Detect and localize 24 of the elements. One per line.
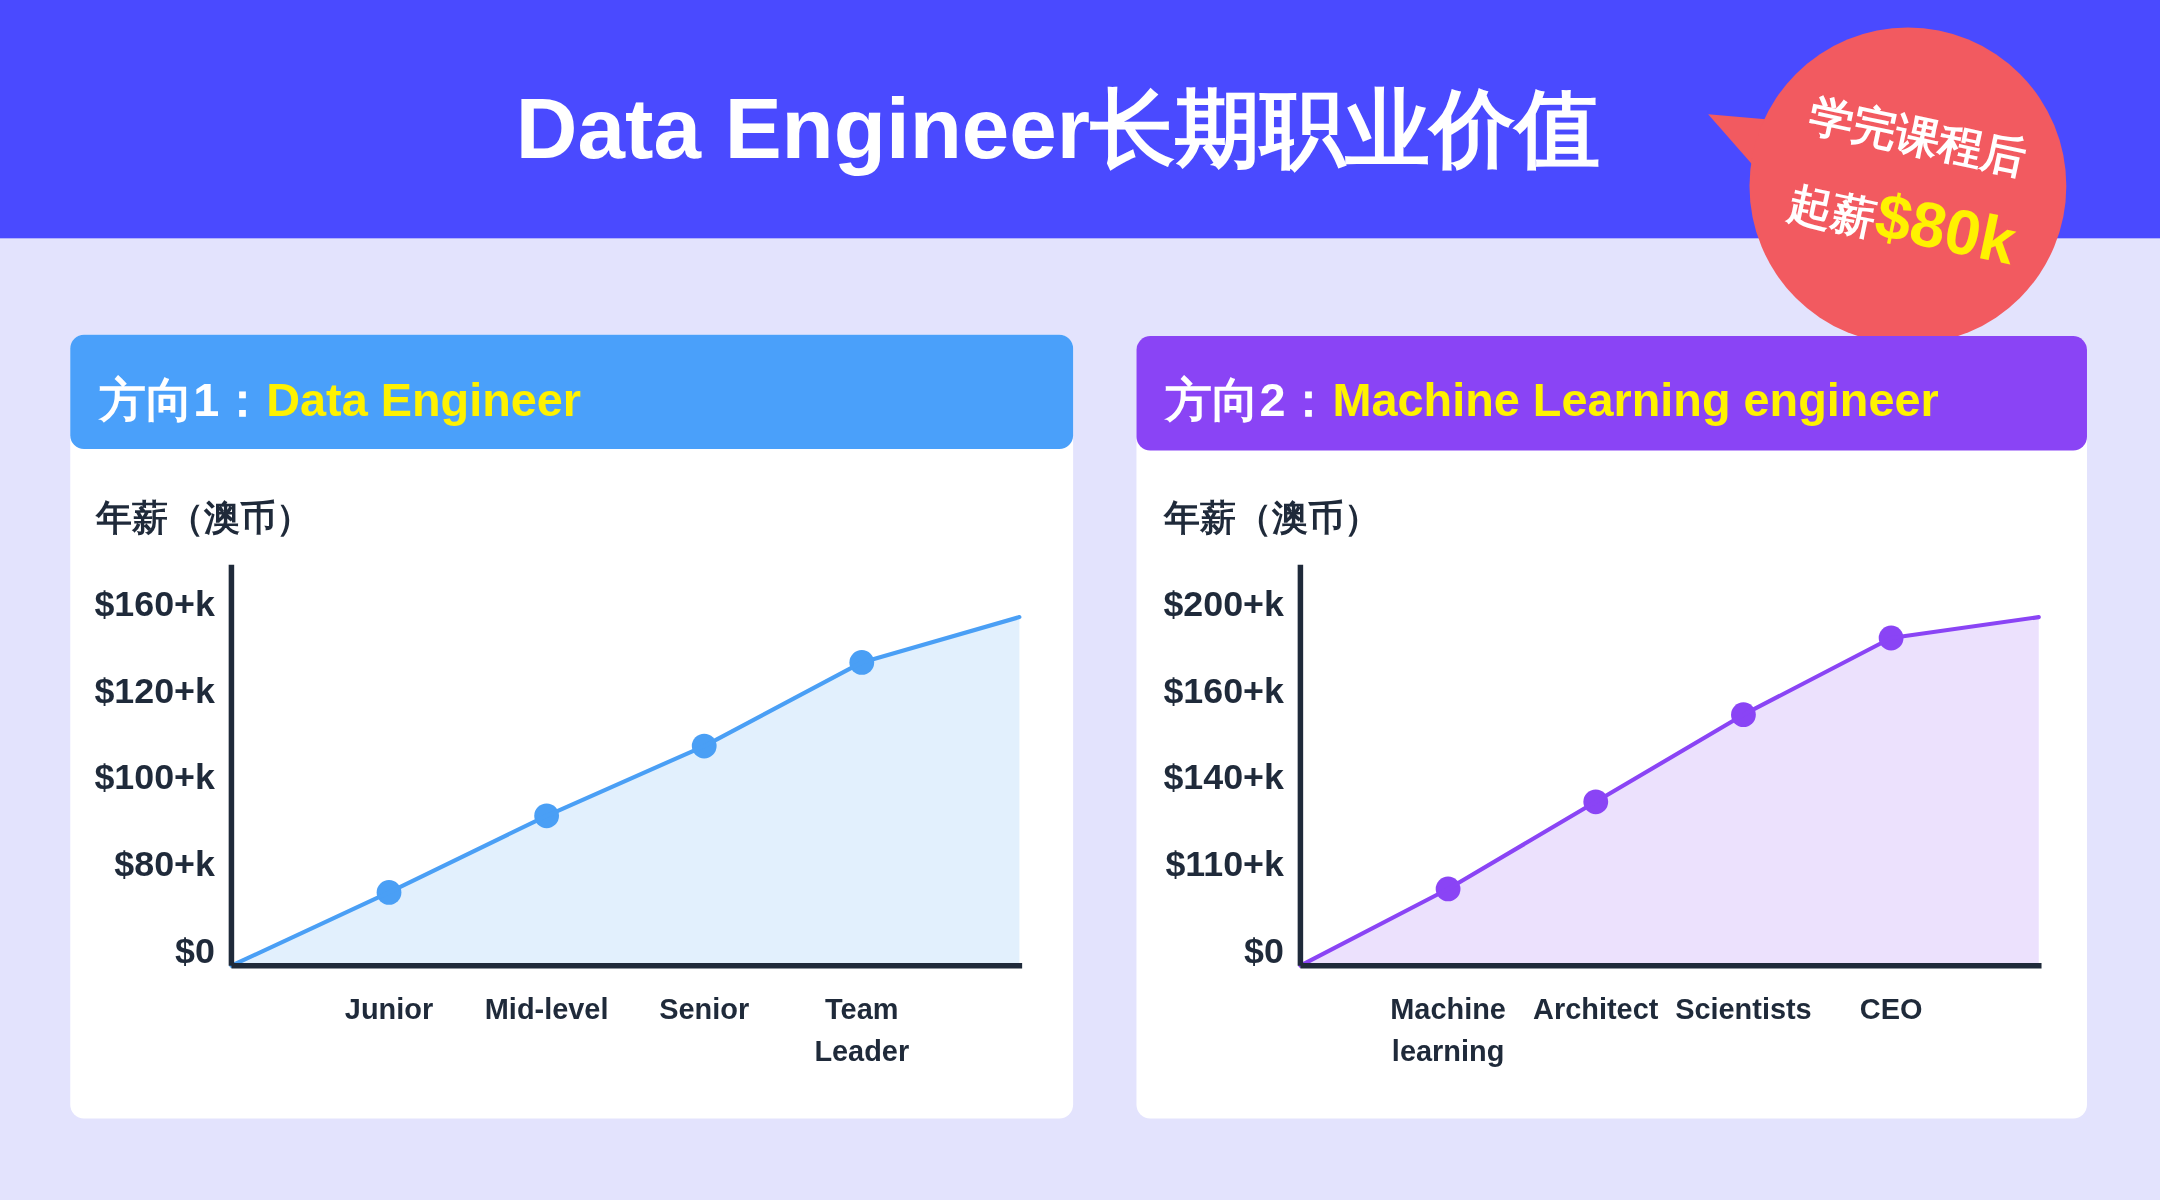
- x-tick-label: Junior: [344, 993, 434, 1026]
- x-tick-label: Scientists: [1675, 993, 1812, 1026]
- x-tick-label: Architect: [1533, 993, 1659, 1026]
- text: 学完课程后: [1805, 89, 2031, 184]
- x-tick-label: Mid-level: [484, 993, 609, 1026]
- y-axis-title: 年薪（澳币）: [95, 498, 313, 539]
- chart-title: 方向1：Data Engineer: [98, 374, 582, 427]
- text: Data Engineer长期职业价值: [515, 81, 1601, 177]
- x-tick-label: Machine learning: [1390, 993, 1506, 1067]
- text: $0: [1244, 930, 1284, 971]
- text: $160+k: [94, 583, 215, 624]
- chart-title: 方向2：Machine Learning engineer: [1164, 374, 1939, 427]
- y-axis-title: 年薪（澳币）: [1163, 498, 1381, 539]
- text: $120+k: [94, 670, 215, 711]
- text: $0: [175, 930, 215, 971]
- text: $110+k: [1165, 844, 1284, 885]
- x-tick-label: Team Leader: [814, 993, 910, 1067]
- text: $140+k: [1163, 757, 1284, 798]
- text: $160+k: [1163, 670, 1284, 711]
- text: $100+k: [94, 757, 215, 798]
- x-tick-label: Senior: [659, 993, 750, 1026]
- text: $80+k: [114, 844, 215, 885]
- text: $200+k: [1163, 583, 1284, 624]
- x-tick-label: CEO: [1859, 993, 1923, 1026]
